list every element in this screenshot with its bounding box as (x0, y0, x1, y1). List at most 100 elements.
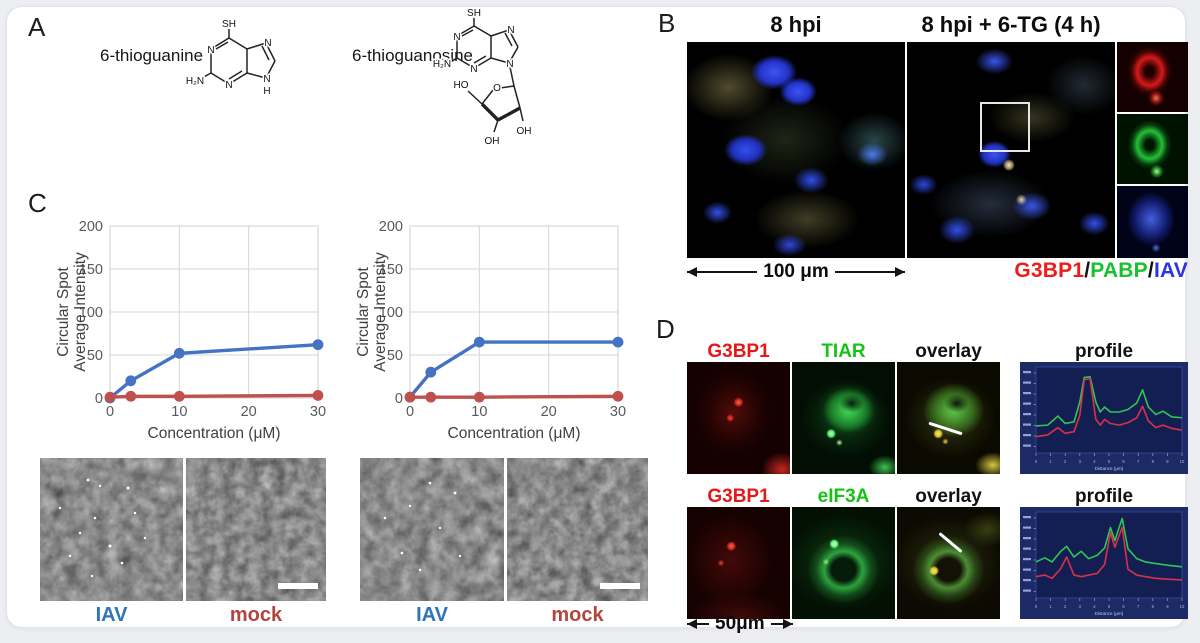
header-overlay-row1: overlay (915, 341, 982, 362)
svg-text:6: 6 (1122, 604, 1125, 609)
svg-text:150: 150 (379, 262, 403, 278)
header-g3bp1-row1: G3BP1 (707, 341, 770, 362)
atom-n9: N (506, 59, 513, 70)
atom-n9-h: H (263, 86, 270, 97)
micrograph-8hpi (687, 42, 905, 258)
micrograph-mock-1 (186, 458, 326, 601)
micrograph-overlay-row2 (897, 507, 1000, 619)
svg-text:Circular Spot: Circular Spot (55, 267, 72, 357)
micrograph-g3bp1-row1 (687, 362, 790, 474)
header-eif3a: eIF3A (817, 486, 870, 507)
molecule-name-6-thioguanine: 6-thioguanine (100, 46, 204, 65)
scale-arrow-left (687, 618, 709, 629)
label-iav-1: IAV (95, 604, 128, 626)
stress-granule-specks (383, 481, 462, 572)
svg-text:Distance (μm): Distance (μm) (1095, 466, 1124, 471)
svg-text:Average Intensity: Average Intensity (372, 252, 389, 372)
profile-line-annotation (928, 421, 963, 436)
svg-text:7: 7 (1137, 604, 1140, 609)
scale-arrow-right (770, 618, 793, 629)
legend-pabp: PABP (1090, 259, 1148, 282)
micrograph-g3bp1-row2 (687, 507, 790, 619)
atom-n1: N (207, 45, 214, 56)
atom-sh: SH (222, 19, 236, 30)
panel-b-label: B (658, 8, 676, 38)
svg-text:9: 9 (1166, 459, 1169, 464)
legend-slash: / (1084, 259, 1091, 282)
inset-green-channel (1117, 114, 1188, 184)
svg-text:20: 20 (241, 404, 257, 420)
atom-n9: N (263, 74, 270, 85)
svg-text:100: 100 (379, 305, 403, 321)
legend-g3bp1: G3BP1 (1014, 259, 1085, 282)
atom-n3: N (225, 80, 232, 91)
channel-legend: G3BP1/PABP/IAV (930, 259, 1188, 283)
scale-arrow-right (834, 266, 906, 277)
label-iav-2: IAV (416, 604, 448, 626)
svg-text:7: 7 (1137, 459, 1140, 464)
stress-granule-specks (58, 478, 147, 578)
header-g3bp1-row2: G3BP1 (707, 486, 770, 507)
svg-text:8: 8 (1152, 604, 1155, 609)
svg-text:4: 4 (1093, 459, 1096, 464)
svg-text:5: 5 (1108, 459, 1111, 464)
svg-text:6: 6 (1122, 459, 1125, 464)
inset-red-channel (1117, 42, 1188, 112)
micrograph-iav-2 (360, 458, 504, 601)
label-mock-2: mock (551, 604, 604, 626)
svg-text:30: 30 (610, 404, 626, 420)
svg-text:200: 200 (379, 219, 403, 235)
svg-text:Circular Spot: Circular Spot (355, 267, 372, 357)
svg-text:10: 10 (471, 404, 487, 420)
label-mock-1: mock (229, 604, 283, 626)
atom-n3: N (470, 64, 477, 75)
profile-line-annotation (938, 531, 963, 553)
dose-response-chart-right: 0 50 100 150 200 0 10 20 30 Concentration (μM) Cir… (355, 219, 626, 442)
panel-c-label: C (28, 188, 47, 218)
atom-oh-2: OH (485, 136, 500, 147)
atom-ho: HO (454, 80, 469, 91)
image-scale-bar (278, 583, 318, 589)
intensity-profile-chart-tiar: 0 1 2 3 4 5 6 7 8 9 10 Distance (μm) (1020, 362, 1188, 474)
legend-slash-2: / (1147, 259, 1154, 282)
atom-h2n: H₂N (433, 59, 451, 70)
atom-h2n: H₂N (186, 76, 204, 87)
header-profile-row1: profile (1074, 341, 1134, 362)
scale-bar-50um: 50μm (687, 613, 815, 635)
svg-text:150: 150 (79, 262, 103, 278)
structure-6-thioguanine: SH N N N N H H₂N (184, 18, 276, 99)
svg-text:4: 4 (1093, 604, 1096, 609)
svg-text:100: 100 (79, 305, 103, 321)
svg-text:5: 5 (1108, 604, 1111, 609)
atom-n1: N (453, 32, 460, 43)
svg-text:8: 8 (1152, 459, 1155, 464)
svg-text:200: 200 (79, 219, 103, 235)
svg-text:Distance (μm): Distance (μm) (1095, 611, 1124, 616)
legend-iav: IAV (1153, 259, 1188, 282)
header-overlay-row2: overlay (915, 486, 982, 507)
svg-text:0: 0 (1035, 604, 1038, 609)
condition-title-8hpi-6tg: 8 hpi + 6-TG (4 h) (921, 12, 1101, 37)
scale-arrow-left (687, 266, 758, 277)
atom-ring-o: O (493, 83, 501, 94)
svg-text:2: 2 (1064, 459, 1067, 464)
svg-text:2: 2 (1064, 604, 1067, 609)
atom-oh-1: OH (517, 126, 532, 137)
condition-title-8hpi: 8 hpi (770, 12, 822, 37)
atom-n7: N (507, 25, 514, 36)
micrograph-iav-1 (40, 458, 183, 601)
micrograph-tiar (792, 362, 895, 474)
svg-text:0: 0 (1035, 459, 1038, 464)
header-tiar: TIAR (821, 341, 866, 362)
svg-text:10: 10 (1180, 604, 1185, 609)
panel-a-label: A (28, 12, 46, 42)
scale-label: 100 μm (763, 261, 829, 282)
svg-text:0: 0 (406, 404, 414, 420)
image-scale-bar (600, 583, 640, 589)
svg-text:10: 10 (1180, 459, 1185, 464)
svg-text:30: 30 (310, 404, 326, 420)
scale-bar-100um: 100 μm (687, 261, 906, 283)
svg-text:0: 0 (95, 391, 103, 407)
svg-text:Concentration (μM): Concentration (μM) (148, 425, 281, 442)
atom-sh: SH (467, 8, 481, 19)
